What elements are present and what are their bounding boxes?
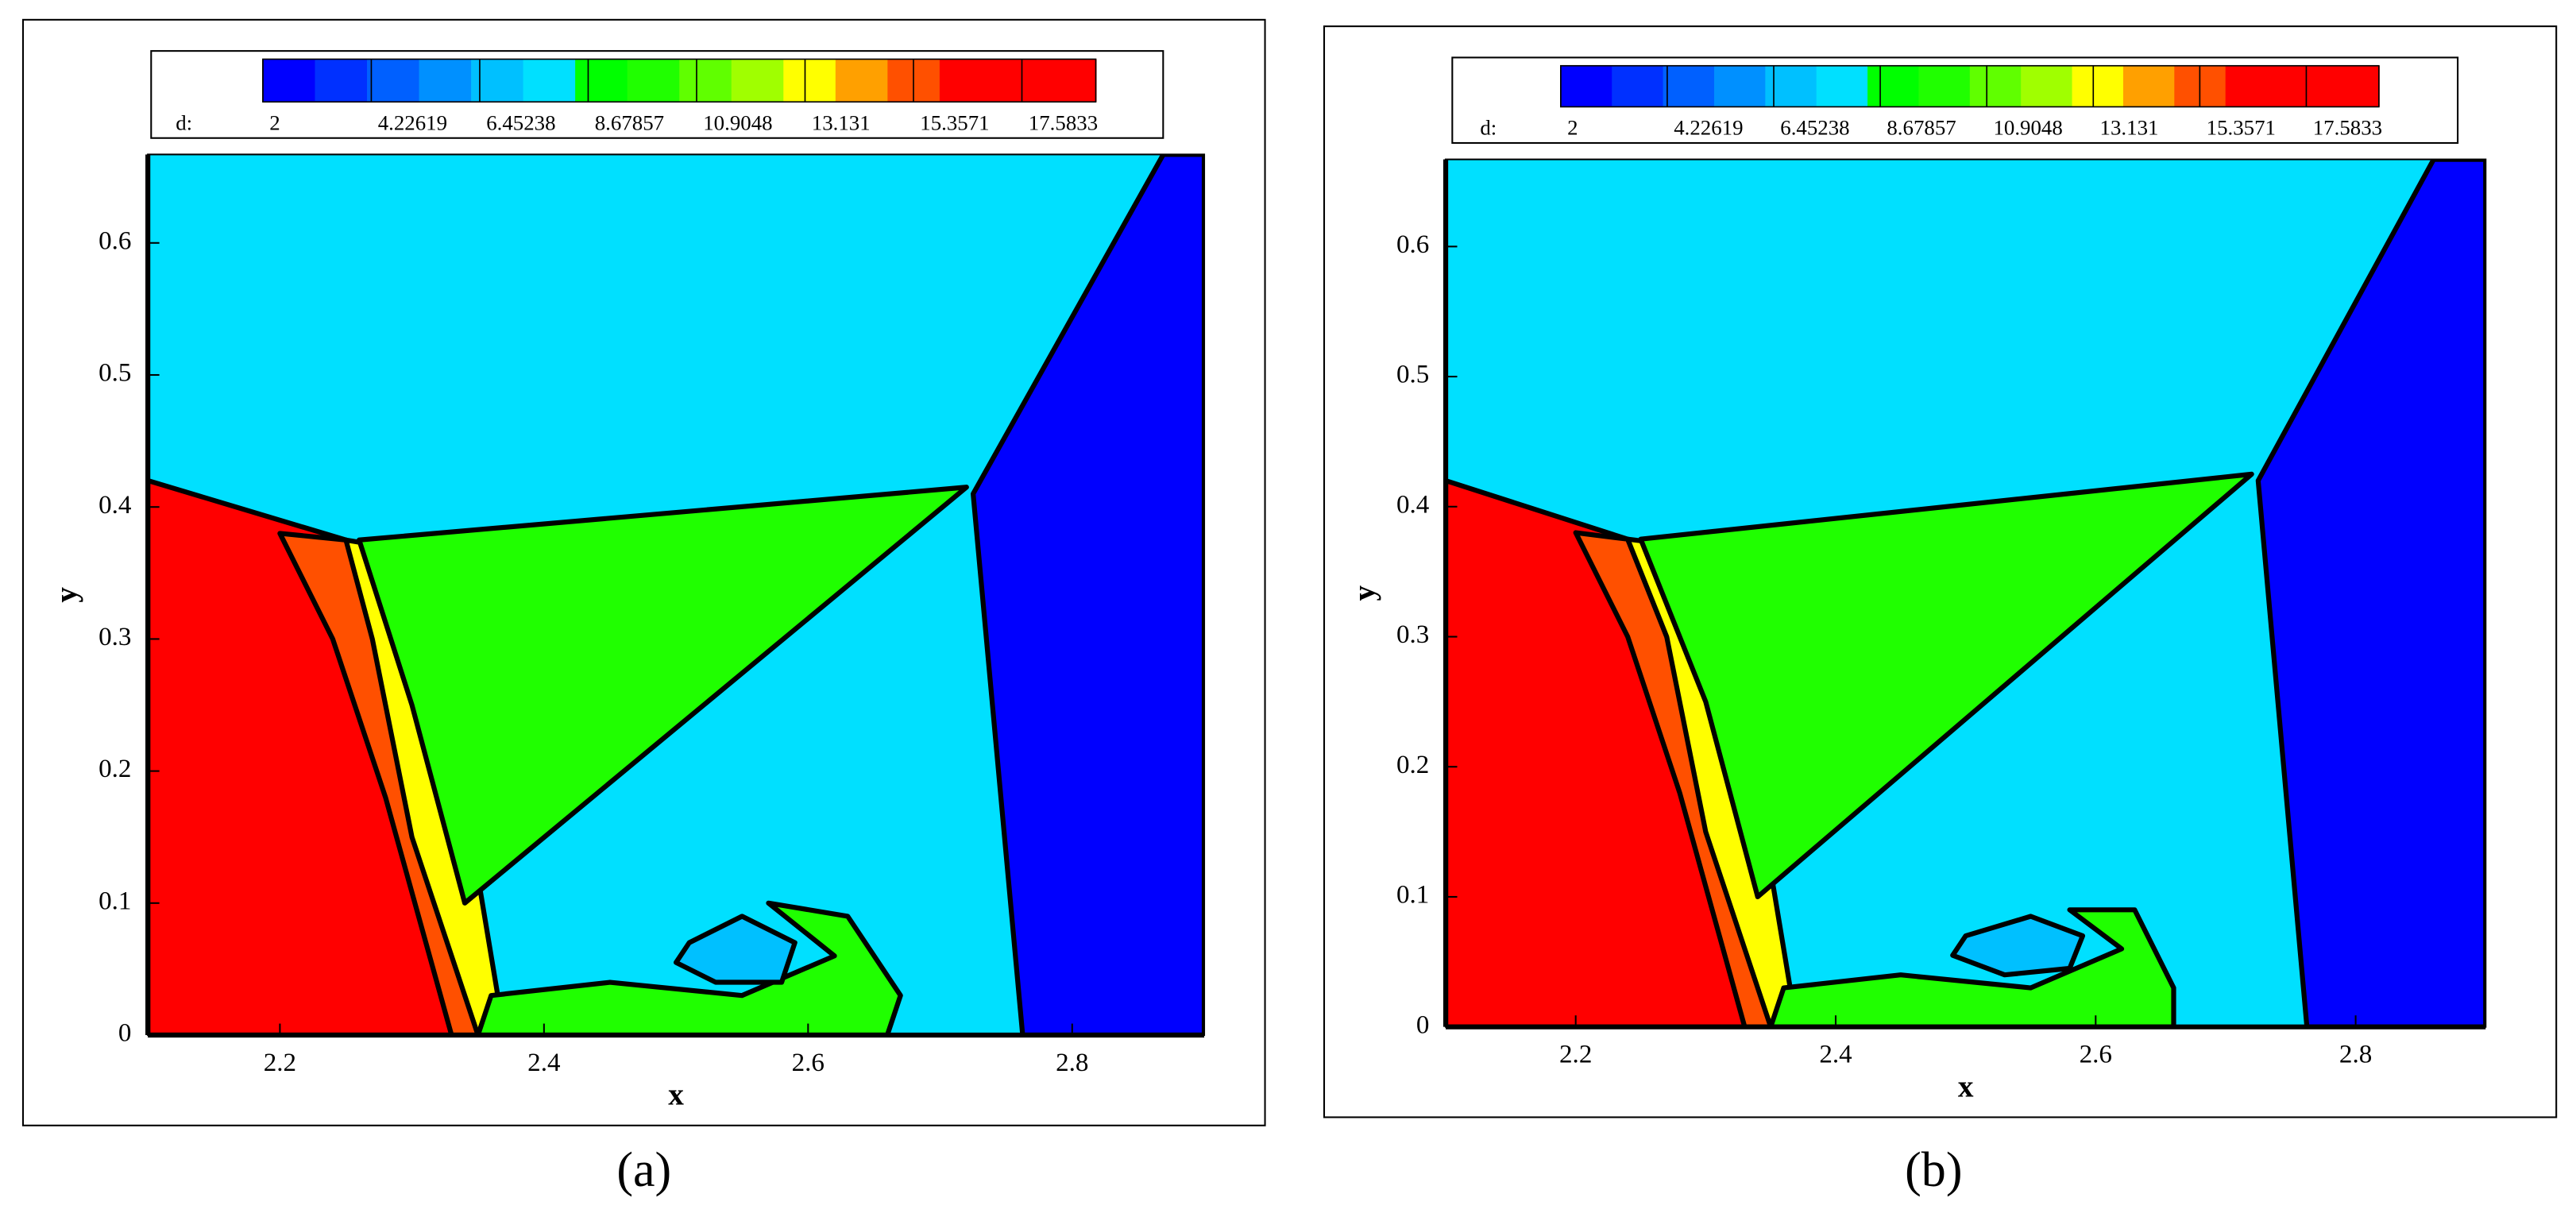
contour-region (971, 154, 1205, 1036)
y-tick-label: 0.2 (1396, 751, 1429, 779)
y-axis-label: y (49, 587, 83, 603)
x-tick-label: 2.4 (527, 1049, 561, 1077)
colorbar-band (679, 59, 732, 102)
contour-region (1768, 907, 2176, 1027)
colorbar-band (2072, 65, 2124, 107)
colorbar-tick-label: 17.5833 (1029, 110, 1098, 134)
contour-region (673, 914, 798, 985)
colorbar-band (835, 59, 889, 102)
contour-region (475, 900, 903, 1036)
colorbar-band (471, 59, 524, 102)
x-tick-label: 2.4 (1819, 1040, 1852, 1068)
contour-field (148, 154, 1205, 1036)
x-tick-label: 2.6 (2080, 1040, 2112, 1068)
y-tick-label: 0.1 (1396, 881, 1429, 910)
colorbar-band (627, 59, 681, 102)
y-tick-label: 0.5 (1396, 361, 1429, 389)
panel: d: 2 4.22619 6.45238 8.67857 10.9048 13.131 15.… (21, 18, 1266, 1197)
colorbar-band (1612, 65, 1664, 107)
colorbar-band (315, 59, 369, 102)
x-axis-label: x (1958, 1069, 1974, 1103)
contour-region (2255, 159, 2486, 1027)
colorbar-band (366, 59, 420, 102)
colorbar-band (1560, 65, 1613, 107)
x-tick-label: 2.8 (1056, 1049, 1088, 1077)
colorbar-label: d: (176, 110, 192, 134)
colorbar-tick-label: 2 (269, 110, 280, 134)
colorbar-tick-label: 8.67857 (595, 110, 664, 134)
y-tick-label: 0.1 (98, 887, 131, 915)
y-tick-label: 0.4 (1396, 490, 1430, 519)
colorbar-tick-label: 6.45238 (486, 110, 555, 134)
colorbar-band (2327, 65, 2380, 107)
y-axis-label: y (1347, 585, 1381, 601)
x-tick-label: 2.2 (264, 1049, 296, 1077)
colorbar-band (1918, 65, 1971, 107)
caption: (a) (616, 1143, 671, 1197)
colorbar-band (783, 59, 836, 102)
colorbar-band (991, 59, 1045, 102)
x-tick-label: 2.8 (2339, 1040, 2372, 1068)
y-tick-label: 0.3 (98, 623, 131, 651)
colorbar-tick-label: 4.22619 (378, 110, 447, 134)
y-tick-label: 0.6 (98, 226, 131, 255)
colorbar-tick-label: 13.131 (2100, 116, 2159, 140)
colorbar-band (262, 59, 316, 102)
colorbar-band (1765, 65, 1817, 107)
colorbar-band (1043, 59, 1097, 102)
x-tick-label: 2.2 (1559, 1040, 1592, 1068)
y-tick-label: 0 (118, 1019, 132, 1048)
caption: (b) (1905, 1143, 1962, 1197)
y-tick-label: 0.3 (1396, 620, 1429, 649)
colorbar-tick-label: 4.22619 (1674, 116, 1743, 140)
colorbar-band (2225, 65, 2278, 107)
colorbar-tick-label: 15.3571 (2207, 116, 2276, 140)
colorbar-band (1663, 65, 1715, 107)
colorbar-band (1713, 65, 1767, 107)
contour-field (1446, 159, 2486, 1027)
colorbar-tick-label: 13.131 (812, 110, 871, 134)
colorbar-band (2122, 65, 2176, 107)
x-tick-label: 2.6 (792, 1049, 825, 1077)
contour-region (1950, 914, 2086, 978)
x-axis-label: x (668, 1078, 684, 1112)
y-tick-label: 0.6 (1396, 230, 1429, 259)
colorbar-tick-label: 2 (1567, 116, 1578, 140)
y-tick-label: 0.5 (98, 359, 131, 388)
panel: d: 2 4.22619 6.45238 8.67857 10.9048 13.131 15.… (1323, 25, 2558, 1197)
colorbar-label: d: (1480, 116, 1497, 140)
colorbar-band (731, 59, 785, 102)
colorbar-band (575, 59, 628, 102)
colorbar-tick-label: 15.3571 (920, 110, 989, 134)
colorbar-tick-label: 17.5833 (2313, 116, 2382, 140)
colorbar-band (2021, 65, 2073, 107)
colorbar-band (2277, 65, 2329, 107)
colorbar-band (419, 59, 473, 102)
colorbar-band (939, 59, 993, 102)
colorbar-tick-label: 8.67857 (1887, 116, 1956, 140)
y-tick-label: 0 (1416, 1010, 1430, 1039)
y-tick-label: 0.2 (98, 755, 131, 783)
colorbar-band (1816, 65, 1869, 107)
colorbar-tick-label: 10.9048 (703, 110, 772, 134)
colorbar-band (523, 59, 577, 102)
contour-region (1638, 471, 2254, 900)
contour-region (357, 485, 969, 906)
colorbar-tick-label: 10.9048 (1993, 116, 2062, 140)
colorbar-band (1969, 65, 2022, 107)
colorbar-band (1867, 65, 1920, 107)
colorbar-tick-label: 6.45238 (1780, 116, 1849, 140)
y-tick-label: 0.4 (98, 491, 132, 520)
